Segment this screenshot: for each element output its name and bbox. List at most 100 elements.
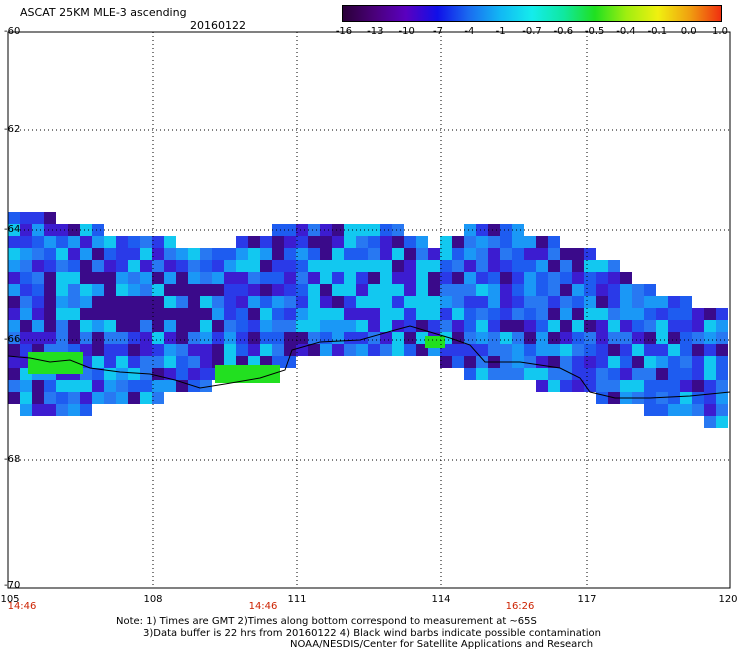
swath-cell — [428, 308, 440, 320]
swath-cell — [296, 248, 308, 260]
swath-cell — [176, 308, 188, 320]
swath-cell — [500, 320, 512, 332]
swath-cell — [20, 392, 32, 404]
swath-cell — [644, 404, 656, 416]
swath-cell — [656, 380, 668, 392]
swath-cell — [92, 332, 104, 344]
swath-cell — [152, 380, 164, 392]
swath-cell — [188, 284, 200, 296]
swath-cell — [20, 296, 32, 308]
swath-cell — [188, 296, 200, 308]
swath-cell — [476, 320, 488, 332]
swath-cell — [452, 272, 464, 284]
swath-cell — [704, 320, 716, 332]
swath-cell — [620, 380, 632, 392]
swath-cell — [464, 344, 476, 356]
swath-cell — [224, 320, 236, 332]
swath-cell — [152, 392, 164, 404]
swath-cell — [380, 308, 392, 320]
swath-cell — [260, 296, 272, 308]
swath-cell — [548, 308, 560, 320]
swath-cell — [188, 320, 200, 332]
swath-cell — [512, 272, 524, 284]
swath-cell — [296, 296, 308, 308]
swath-cell — [380, 260, 392, 272]
swath-cell — [284, 272, 296, 284]
swath-cell — [308, 344, 320, 356]
swath-cell — [500, 260, 512, 272]
swath-cell — [500, 368, 512, 380]
swath-cell — [536, 260, 548, 272]
swath-cell — [620, 272, 632, 284]
swath-cell — [68, 332, 80, 344]
swath-cell — [632, 320, 644, 332]
swath-cell — [8, 368, 20, 380]
swath-cell — [476, 356, 488, 368]
swath-cell — [692, 308, 704, 320]
swath-cell — [416, 248, 428, 260]
swath-cell — [152, 368, 164, 380]
swath-cell — [32, 272, 44, 284]
swath-cell — [272, 284, 284, 296]
swath-cell — [200, 332, 212, 344]
swath-cell — [92, 248, 104, 260]
swath-cell — [152, 296, 164, 308]
swath-cell — [416, 236, 428, 248]
swath-cell — [368, 272, 380, 284]
lon-label: 117 — [577, 594, 597, 605]
swath-cell — [260, 284, 272, 296]
swath-cell — [296, 224, 308, 236]
swath-cell — [560, 260, 572, 272]
swath-cell — [92, 260, 104, 272]
swath-cell — [320, 296, 332, 308]
swath-cell — [200, 356, 212, 368]
swath-cell — [44, 212, 56, 224]
swath-cell — [260, 308, 272, 320]
swath-cell — [560, 356, 572, 368]
swath-cell — [176, 368, 188, 380]
swath-cell — [536, 272, 548, 284]
swath-cell — [620, 344, 632, 356]
swath-cell — [584, 356, 596, 368]
swath-cell — [32, 332, 44, 344]
swath-cell — [296, 344, 308, 356]
swath-cell — [632, 296, 644, 308]
swath-cell — [104, 296, 116, 308]
swath-cell — [392, 308, 404, 320]
swath-cell — [548, 356, 560, 368]
swath-cell — [32, 308, 44, 320]
swath-cell — [500, 344, 512, 356]
swath-cell — [536, 236, 548, 248]
note-line: 3)Data buffer is 22 hrs from 20160122 4)… — [143, 628, 601, 639]
swath-cell — [620, 332, 632, 344]
swath-cell — [428, 248, 440, 260]
swath-cell — [296, 284, 308, 296]
swath-cell — [284, 332, 296, 344]
swath-cell — [332, 308, 344, 320]
swath-cell — [596, 368, 608, 380]
low-value-patch — [215, 365, 280, 383]
graticule — [8, 32, 730, 588]
swath-cell — [440, 356, 452, 368]
swath-cell — [212, 332, 224, 344]
swath-cell — [716, 392, 728, 404]
swath-cell — [248, 332, 260, 344]
swath-cell — [668, 308, 680, 320]
swath-cell — [164, 284, 176, 296]
swath-cell — [572, 380, 584, 392]
swath-cell — [200, 260, 212, 272]
lat-label: -62 — [4, 124, 21, 135]
swath-cell — [272, 332, 284, 344]
swath-cell — [44, 380, 56, 392]
swath-cell — [524, 368, 536, 380]
swath-cell — [512, 236, 524, 248]
swath-cell — [620, 356, 632, 368]
swath-cell — [656, 320, 668, 332]
swath-cell — [68, 404, 80, 416]
swath-cell — [56, 284, 68, 296]
swath-cell — [236, 236, 248, 248]
lon-label: 105 — [0, 594, 20, 605]
swath-cell — [464, 296, 476, 308]
swath-cell — [104, 308, 116, 320]
swath-cell — [200, 284, 212, 296]
